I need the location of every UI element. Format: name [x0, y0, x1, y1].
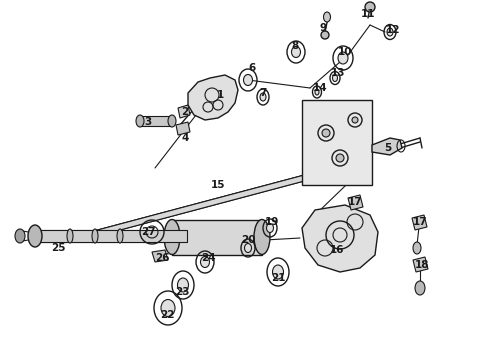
Circle shape — [352, 117, 358, 123]
Ellipse shape — [177, 278, 189, 292]
Text: 5: 5 — [384, 143, 392, 153]
Ellipse shape — [333, 75, 338, 81]
Circle shape — [365, 2, 375, 12]
Ellipse shape — [92, 229, 98, 243]
Ellipse shape — [15, 229, 25, 243]
Polygon shape — [372, 138, 402, 155]
Ellipse shape — [28, 225, 42, 247]
Circle shape — [336, 154, 344, 162]
Text: 3: 3 — [145, 117, 151, 127]
Ellipse shape — [272, 265, 284, 279]
Ellipse shape — [161, 300, 175, 316]
Ellipse shape — [338, 52, 348, 64]
Polygon shape — [90, 157, 372, 238]
Text: 2: 2 — [181, 107, 189, 117]
Ellipse shape — [136, 115, 144, 127]
Ellipse shape — [413, 242, 421, 254]
Polygon shape — [152, 250, 168, 262]
Text: 15: 15 — [211, 180, 225, 190]
Bar — [35, 230, 187, 242]
Text: 16: 16 — [330, 245, 344, 255]
Ellipse shape — [292, 46, 300, 58]
Ellipse shape — [117, 229, 123, 243]
Ellipse shape — [67, 229, 73, 243]
Ellipse shape — [168, 115, 176, 127]
Text: 18: 18 — [415, 260, 429, 270]
Ellipse shape — [415, 281, 425, 295]
Text: 7: 7 — [259, 88, 267, 98]
Text: 17: 17 — [348, 197, 362, 207]
Text: 22: 22 — [160, 310, 174, 320]
Ellipse shape — [200, 256, 210, 267]
Polygon shape — [178, 105, 190, 118]
Ellipse shape — [254, 220, 270, 255]
Text: 25: 25 — [51, 243, 65, 253]
Text: 27: 27 — [141, 227, 155, 237]
Polygon shape — [413, 257, 428, 272]
Text: 13: 13 — [331, 68, 345, 78]
Polygon shape — [302, 205, 378, 272]
Text: 10: 10 — [338, 47, 352, 57]
Polygon shape — [188, 75, 238, 120]
Text: 20: 20 — [241, 235, 255, 245]
Text: 17: 17 — [413, 217, 427, 227]
Text: 6: 6 — [248, 63, 256, 73]
Text: 11: 11 — [361, 9, 375, 19]
Text: 23: 23 — [175, 287, 189, 297]
Ellipse shape — [260, 93, 266, 101]
Ellipse shape — [164, 220, 180, 255]
Ellipse shape — [315, 89, 319, 95]
Text: 14: 14 — [313, 83, 327, 93]
Polygon shape — [176, 122, 190, 135]
Circle shape — [321, 31, 329, 39]
Ellipse shape — [245, 243, 251, 252]
Bar — [140, 116, 172, 126]
Polygon shape — [412, 215, 427, 230]
Text: 9: 9 — [319, 23, 326, 33]
Text: 12: 12 — [386, 25, 400, 35]
Ellipse shape — [244, 75, 252, 86]
Circle shape — [322, 129, 330, 137]
Polygon shape — [348, 195, 363, 210]
Text: 19: 19 — [265, 217, 279, 227]
Text: 1: 1 — [217, 90, 223, 100]
Text: 8: 8 — [292, 41, 298, 51]
Ellipse shape — [323, 12, 330, 22]
Text: 24: 24 — [201, 253, 215, 263]
Bar — [172, 220, 262, 255]
Text: 4: 4 — [181, 133, 189, 143]
Bar — [302, 100, 372, 185]
Ellipse shape — [267, 224, 273, 233]
Text: 21: 21 — [271, 273, 285, 283]
Text: 26: 26 — [155, 253, 169, 263]
Ellipse shape — [387, 28, 393, 36]
